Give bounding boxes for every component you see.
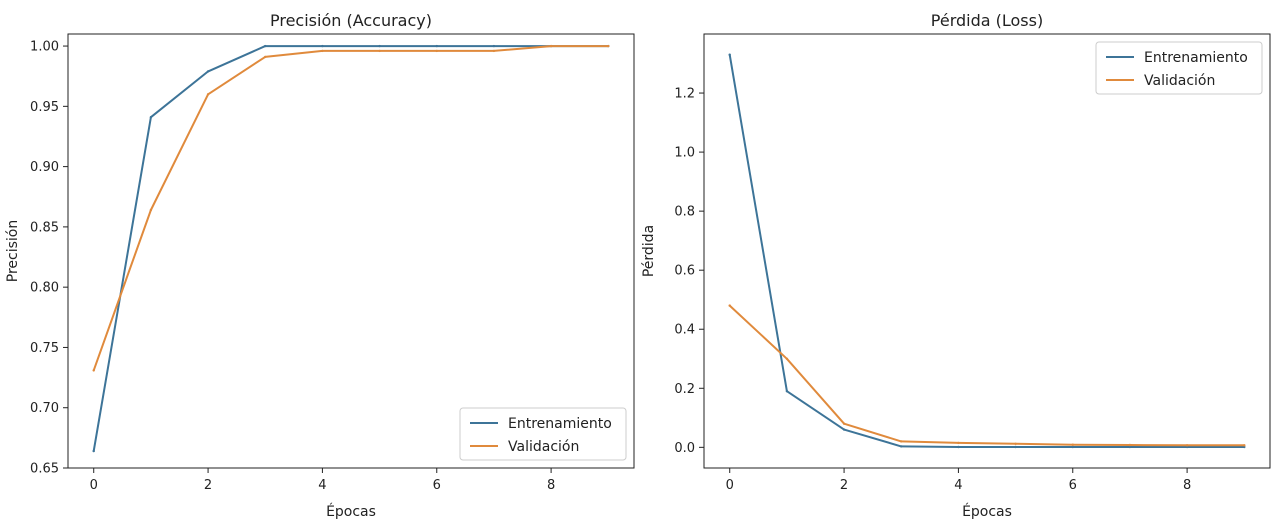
x-tick-label: 6 — [433, 478, 441, 493]
data-point — [1014, 442, 1017, 445]
legend-box — [459, 407, 627, 461]
x-tick-label: 0 — [726, 478, 734, 493]
y-tick-label: 0.85 — [30, 220, 59, 235]
y-tick-label: 0.0 — [674, 441, 695, 456]
x-tick-label: 6 — [1069, 478, 1077, 493]
x-tick-label: 2 — [840, 478, 848, 493]
y-tick-label: 0.6 — [674, 264, 695, 279]
data-point — [1071, 443, 1075, 446]
data-point — [1185, 444, 1189, 447]
y-tick-label: 0.75 — [30, 341, 59, 356]
data-point — [1071, 445, 1075, 449]
data-point — [900, 440, 903, 443]
data-point — [1243, 445, 1246, 449]
y-tick-label: 0.80 — [30, 281, 59, 296]
accuracy-chart: Precisión (Accuracy) 0 2 4 6 8 0.65 0.70 0.75 0.8… — [5, 11, 635, 520]
data-point — [264, 55, 267, 59]
legend-label: Entrenamiento — [1144, 50, 1248, 66]
x-tick-label: 8 — [1183, 478, 1191, 493]
data-point — [321, 49, 324, 53]
legend: Entrenamiento Validación — [459, 407, 627, 461]
data-point — [842, 428, 846, 431]
data-point — [785, 390, 789, 393]
data-point — [842, 422, 846, 425]
legend: Entrenamiento Validación — [1095, 41, 1263, 95]
y-tick-label: 0.65 — [30, 462, 59, 477]
data-point — [149, 208, 153, 212]
chart-title: Pérdida (Loss) — [931, 11, 1043, 30]
data-point — [728, 304, 731, 307]
x-tick-label: 2 — [204, 478, 212, 493]
plot-frame — [67, 33, 635, 469]
data-point — [206, 93, 210, 96]
x-axis-label: Épocas — [962, 503, 1012, 520]
data-point — [435, 44, 438, 48]
data-point — [785, 357, 789, 360]
data-point — [1128, 443, 1132, 447]
y-tick-label: 1.00 — [30, 40, 59, 55]
data-point — [435, 49, 438, 53]
x-tick-label: 0 — [90, 478, 98, 493]
legend-label: Validación — [1144, 73, 1215, 89]
y-tick-label: 1.0 — [674, 146, 695, 161]
y-axis-label: Pérdida — [641, 225, 657, 277]
data-point — [378, 44, 381, 48]
series-line-validación — [92, 45, 610, 372]
data-point — [378, 49, 381, 53]
data-point — [492, 44, 496, 48]
data-point — [492, 49, 496, 53]
data-point — [957, 445, 960, 449]
x-tick-label: 8 — [547, 478, 555, 493]
data-point — [206, 70, 210, 73]
data-point — [264, 44, 267, 48]
chart-title: Precisión (Accuracy) — [270, 11, 432, 30]
x-tick-label: 4 — [954, 478, 962, 493]
x-tick-label: 4 — [318, 478, 326, 493]
data-point — [321, 44, 324, 48]
data-point — [92, 369, 95, 372]
data-point — [1243, 444, 1246, 447]
legend-box — [1095, 41, 1263, 95]
y-tick-label: 0.70 — [30, 401, 59, 416]
y-tick-label: 0.4 — [674, 323, 695, 338]
series-line-entrenamiento — [92, 45, 610, 453]
loss-chart: Pérdida (Loss) 0 2 4 6 8 0.0 0.2 0.4 0.6 0.8 1.0 1.2… — [641, 11, 1271, 520]
data-point — [1128, 445, 1132, 449]
y-axis-label: Precisión — [5, 220, 21, 282]
y-tick-label: 0.95 — [30, 100, 59, 115]
series-line-validación — [728, 304, 1246, 447]
data-point — [1185, 445, 1189, 449]
y-tick-label: 1.2 — [674, 87, 695, 102]
y-tick-label: 0.2 — [674, 382, 695, 397]
data-point — [728, 53, 731, 56]
data-point — [1014, 445, 1017, 449]
y-tick-label: 0.90 — [30, 160, 59, 175]
y-tick-label: 0.8 — [674, 205, 695, 220]
data-point — [549, 44, 553, 48]
legend-label: Validación — [508, 439, 579, 455]
legend-label: Entrenamiento — [508, 416, 612, 432]
data-point — [900, 445, 903, 448]
data-point — [607, 44, 610, 48]
plot-frame — [703, 33, 1271, 469]
x-axis-label: Épocas — [326, 503, 376, 520]
data-point — [957, 441, 960, 445]
data-point — [92, 449, 95, 453]
data-point — [149, 116, 153, 119]
series-line-entrenamiento — [728, 53, 1246, 448]
